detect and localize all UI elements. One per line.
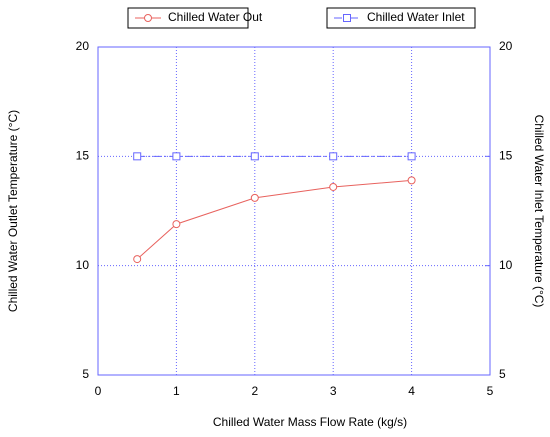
data-point xyxy=(133,152,142,161)
x-tick-label: 4 xyxy=(408,384,415,398)
legend-marker xyxy=(343,14,351,22)
y2-tick-label: 5 xyxy=(499,367,506,381)
y2-axis-label: Chilled Water Inlet Temperature (°C) xyxy=(532,115,546,308)
data-point xyxy=(329,182,338,191)
data-point xyxy=(133,255,142,264)
y2-tick-label: 10 xyxy=(499,258,513,272)
x-axis-label: Chilled Water Mass Flow Rate (kg/s) xyxy=(213,415,407,429)
legend-label: Chilled Water Inlet xyxy=(367,10,465,24)
y-tick-label: 20 xyxy=(76,39,90,53)
x-tick-label: 2 xyxy=(251,384,258,398)
x-tick-label: 1 xyxy=(173,384,180,398)
y-tick-label: 5 xyxy=(82,367,89,381)
data-point xyxy=(250,193,259,202)
x-tick-label: 5 xyxy=(487,384,494,398)
data-point xyxy=(250,152,259,161)
data-point xyxy=(407,152,416,161)
plot-border xyxy=(97,46,491,376)
legend-box xyxy=(326,7,476,29)
data-point xyxy=(407,176,416,185)
y-axis-label: Chilled Water Outlet Temperature (°C) xyxy=(6,110,20,312)
y-tick-label: 15 xyxy=(76,149,90,163)
y2-tick-label: 20 xyxy=(499,39,513,53)
legend-marker xyxy=(144,14,152,22)
y2-tick-label: 15 xyxy=(499,149,513,163)
series-line xyxy=(136,179,412,260)
x-tick-label: 0 xyxy=(95,384,102,398)
y-tick-label: 10 xyxy=(76,258,90,272)
legend-box xyxy=(127,7,249,29)
data-point xyxy=(172,220,181,229)
data-point xyxy=(172,152,181,161)
data-point xyxy=(329,152,338,161)
x-tick-label: 3 xyxy=(330,384,337,398)
legend-label: Chilled Water Out xyxy=(168,10,263,24)
